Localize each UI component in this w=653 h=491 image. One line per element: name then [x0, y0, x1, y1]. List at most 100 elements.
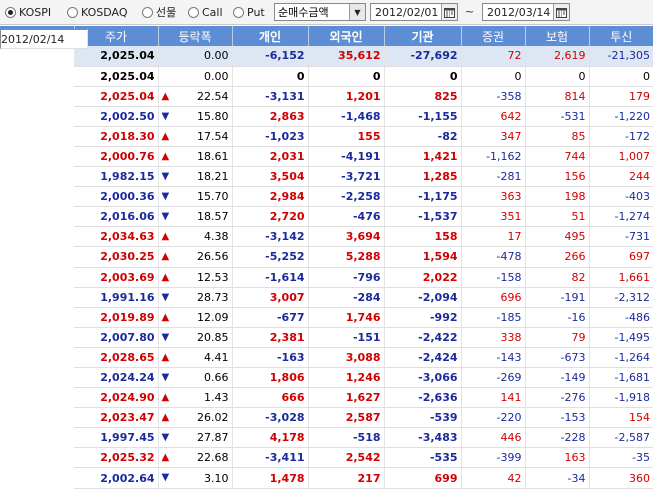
table-row[interactable]: 2012/02/152,025.32▲22.68-3,4112,542-535-…	[0, 29, 653, 469]
radio-label: 선물	[156, 6, 177, 19]
cell-price: 2,024.90	[74, 387, 159, 409]
cell-price: 2,000.76	[74, 146, 159, 168]
cell-institution: -1,155	[384, 106, 462, 127]
triangle-down-icon: ▼	[161, 211, 170, 223]
table-row[interactable]: 2012/02/292,030.25▲26.56-5,2525,2881,594…	[0, 29, 653, 268]
triangle-up-icon: ▲	[161, 351, 170, 363]
cell-institution: 1,285	[384, 166, 462, 188]
table-row[interactable]: 2012/02/232,007.80▼20.852,381-151-2,4223…	[0, 29, 653, 348]
calendar-icon[interactable]	[441, 4, 457, 20]
radio-futures[interactable]: 선물	[142, 4, 176, 20]
col-header-securities[interactable]: 증권	[461, 26, 526, 46]
end-date-field[interactable]: 2012/03/14	[482, 3, 570, 21]
chevron-down-icon[interactable]: ▼	[349, 4, 365, 20]
cell-investment-trust: -2,587	[589, 427, 653, 449]
cell-investment-trust: -21,305	[589, 46, 653, 67]
cell-price: 2,023.47	[74, 407, 159, 429]
col-header-change[interactable]: 등락폭	[158, 26, 233, 46]
cell-individual: 2,863	[232, 106, 309, 127]
radio-indicator	[142, 6, 153, 18]
cell-price: 2,019.89	[74, 307, 159, 328]
cell-individual: 666	[232, 387, 309, 409]
cell-individual: 2,720	[232, 206, 309, 228]
change-value: 0.66	[204, 371, 229, 385]
cell-insurance: 198	[525, 186, 590, 208]
col-header-foreign[interactable]: 외국인	[308, 26, 385, 46]
cell-investment-trust: -403	[589, 186, 653, 208]
table-row[interactable]: 2012/03/052,016.06▼18.572,720-476-1,5373…	[0, 29, 653, 228]
cell-price: 2,002.64	[74, 467, 159, 489]
change-value: 22.68	[197, 451, 229, 465]
triangle-down-icon: ▼	[161, 432, 170, 444]
start-date-field[interactable]: 2012/02/01	[370, 3, 458, 21]
col-header-insurance[interactable]: 보험	[525, 26, 590, 46]
triangle-up-icon: ▲	[161, 452, 170, 464]
table-row[interactable]: 기간합계2,025.040.00-6,15235,612-27,692722,6…	[0, 29, 653, 67]
cell-foreign: -796	[308, 267, 385, 288]
table-row[interactable]: 2012/03/082,000.76▲18.612,031-4,1911,421…	[0, 29, 653, 168]
start-date-value: 2012/02/01	[375, 5, 439, 19]
table-row[interactable]: 2012/02/172,023.47▲26.02-3,0282,587-539-…	[0, 29, 653, 429]
table-header: 일자 주가 등락폭 개인 외국인 기관 증권 보험 투신	[0, 26, 653, 46]
table-row[interactable]: 2012/03/062,000.36▼15.702,984-2,258-1,17…	[0, 29, 653, 208]
table-row[interactable]: 2012/03/071,982.15▼18.213,504-3,7211,285…	[0, 29, 653, 188]
cell-investment-trust: 1,007	[589, 146, 653, 168]
cell-individual: 3,007	[232, 287, 309, 308]
table-row[interactable]: 2012/03/092,018.30▲17.54-1,023155-823478…	[0, 29, 653, 147]
cell-foreign: 1,201	[308, 86, 385, 107]
cell-securities: 17	[461, 226, 526, 248]
cell-foreign: -1,468	[308, 106, 385, 127]
radio-call[interactable]: Call	[188, 4, 223, 20]
table-row[interactable]: 2012/02/271,991.16▼28.733,007-284-2,0946…	[0, 29, 653, 308]
cell-change: ▲ 4.41	[158, 347, 233, 369]
table-row[interactable]: 2012/03/132,025.04▲22.54-3,1311,201825-3…	[0, 29, 653, 107]
cell-institution: -1,175	[384, 186, 462, 208]
cell-insurance: -149	[525, 367, 590, 389]
change-value: 4.41	[204, 350, 229, 364]
cell-securities: -158	[461, 267, 526, 288]
radio-kospi[interactable]: KOSPI	[5, 4, 51, 20]
table-row[interactable]: 2012/03/022,034.63▲4.38-3,1423,694158174…	[0, 29, 653, 248]
table-row[interactable]: 2012/02/14 2,002.64 ▼ 3.10 1,478 217 699 42 -34 3…	[0, 29, 653, 489]
cell-change: ▼ 15.80	[158, 106, 233, 127]
cell-securities: -143	[461, 347, 526, 369]
triangle-up-icon: ▲	[161, 150, 170, 162]
value-type-select[interactable]: 순매수금액 ▼	[274, 3, 366, 21]
cell-individual: -3,131	[232, 86, 309, 107]
table-row[interactable]: 2012/02/242,019.89▲12.09-6771,746-992-18…	[0, 29, 653, 328]
cell-investment-trust: 360	[589, 467, 653, 489]
cell-individual: -5,252	[232, 246, 309, 268]
cell-foreign: 0	[308, 66, 385, 87]
radio-label: Call	[202, 5, 223, 19]
cell-investment-trust: -731	[589, 226, 653, 248]
table-row[interactable]: 2012/03/122,002.50▼15.802,863-1,468-1,15…	[0, 29, 653, 127]
triangle-up-icon: ▲	[161, 311, 170, 323]
cell-price: 2,034.63	[74, 226, 159, 248]
radio-put[interactable]: Put	[233, 4, 265, 20]
table-row[interactable]: 2012/02/222,028.65▲4.41-1633,088-2,424-1…	[0, 29, 653, 369]
radio-kosdaq[interactable]: KOSDAQ	[67, 4, 128, 20]
table-row[interactable]: 2012/02/161,997.45▼27.874,178-518-3,4834…	[0, 29, 653, 449]
cell-securities: -478	[461, 246, 526, 268]
cell-institution: -1,537	[384, 206, 462, 228]
triangle-up-icon: ▲	[161, 412, 170, 424]
col-header-institution[interactable]: 기관	[384, 26, 462, 46]
col-header-investment-trust[interactable]: 투신	[589, 26, 653, 46]
table-row[interactable]: 2012/02/212,024.24▼0.661,8061,246-3,066-…	[0, 29, 653, 389]
cell-price: 2,007.80	[74, 327, 159, 348]
col-header-price[interactable]: 주가	[74, 26, 159, 46]
change-value: 28.73	[197, 290, 229, 304]
change-value: 15.80	[197, 109, 229, 123]
triangle-down-icon: ▼	[161, 191, 170, 203]
col-header-individual[interactable]: 개인	[232, 26, 309, 46]
end-date-value: 2012/03/14	[487, 5, 551, 19]
cell-individual: 0	[232, 66, 309, 87]
cell-individual: 2,381	[232, 327, 309, 348]
date-range-separator: ~	[465, 5, 475, 18]
cell-insurance: 163	[525, 447, 590, 469]
table-row[interactable]: 2012/02/202,024.90▲1.436661,627-2,636141…	[0, 29, 653, 409]
table-row[interactable]: 2012/02/282,003.69▲12.53-1,614-7962,022-…	[0, 29, 653, 288]
change-value: 22.54	[197, 89, 229, 103]
calendar-icon[interactable]	[553, 4, 569, 20]
